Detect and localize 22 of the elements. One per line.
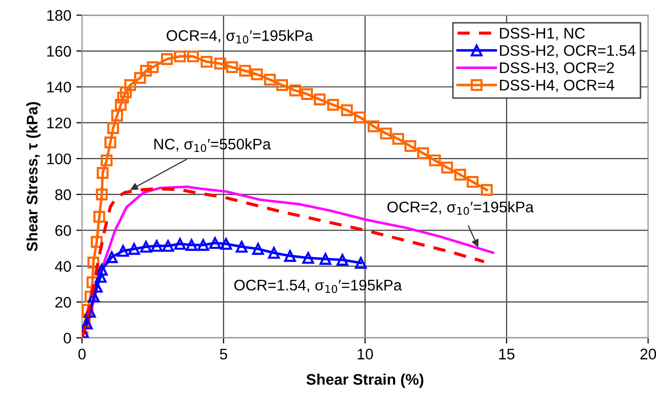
y-tick-label: 20	[55, 296, 71, 308]
x-tick-label: 20	[640, 348, 656, 360]
y-tick-label: 160	[47, 46, 71, 57]
x-tick-label: 0	[78, 348, 86, 360]
y-tick-label: 140	[47, 82, 71, 93]
legend-label: DSS-H1, NC	[500, 28, 585, 40]
y-tick-label: 180	[47, 10, 71, 21]
legend-label: DSS-H3, OCR=2	[500, 62, 614, 76]
y-tick-label: 40	[54, 261, 71, 272]
y-tick-label: 100	[47, 153, 71, 164]
x-tick-label: 15	[499, 348, 514, 360]
y-tick-label: 0	[64, 332, 71, 344]
x-tick-label: 5	[220, 348, 228, 360]
legend-label: DSS-H4, OCR=4	[500, 80, 614, 92]
annotation: OCR=4, σ$_{10}$′=195kPa	[166, 30, 314, 44]
y-tick-label: 120	[47, 118, 71, 128]
x-axis-title: Shear Strain (%)	[306, 374, 424, 388]
y-axis-title: Shear Stress, τ (kPa)	[26, 102, 41, 252]
y-tick-label: 60	[55, 225, 71, 236]
x-tick-label: 10	[358, 348, 373, 360]
y-tick-label: 80	[55, 189, 71, 200]
legend-label: DSS-H2, OCR=1.54	[500, 45, 636, 58]
